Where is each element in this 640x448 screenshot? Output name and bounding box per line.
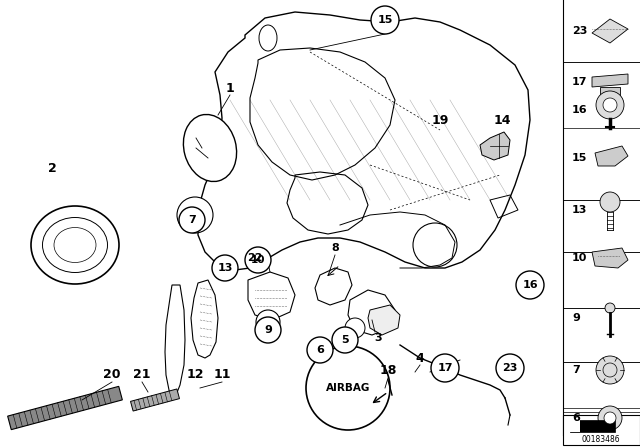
Text: 16: 16 xyxy=(572,105,588,115)
Circle shape xyxy=(516,271,544,299)
Circle shape xyxy=(255,317,281,343)
Circle shape xyxy=(245,247,271,273)
Text: 5: 5 xyxy=(341,335,349,345)
Circle shape xyxy=(603,98,617,112)
Circle shape xyxy=(179,207,205,233)
Text: 7: 7 xyxy=(188,215,196,225)
Text: 8: 8 xyxy=(331,243,339,253)
Text: 2: 2 xyxy=(47,161,56,175)
Circle shape xyxy=(605,303,615,313)
Text: 15: 15 xyxy=(378,15,393,25)
Circle shape xyxy=(431,354,459,382)
Circle shape xyxy=(177,197,213,233)
Text: 20: 20 xyxy=(103,369,121,382)
Polygon shape xyxy=(368,305,400,335)
Circle shape xyxy=(212,255,238,281)
Text: 21: 21 xyxy=(133,369,151,382)
Text: 3: 3 xyxy=(374,333,382,343)
Circle shape xyxy=(496,354,524,382)
Circle shape xyxy=(371,6,399,34)
Bar xyxy=(563,415,640,445)
Text: 19: 19 xyxy=(431,113,449,126)
Polygon shape xyxy=(600,87,620,96)
Text: 9: 9 xyxy=(264,325,272,335)
Text: 15: 15 xyxy=(572,153,588,163)
Text: 10: 10 xyxy=(251,255,265,265)
Text: 6: 6 xyxy=(316,345,324,355)
Polygon shape xyxy=(8,386,122,430)
Text: 1: 1 xyxy=(226,82,234,95)
Text: 17: 17 xyxy=(437,363,452,373)
Text: 22: 22 xyxy=(247,253,263,263)
Text: 23: 23 xyxy=(502,363,518,373)
Text: 4: 4 xyxy=(415,352,424,365)
Circle shape xyxy=(307,337,333,363)
Polygon shape xyxy=(592,74,628,87)
Circle shape xyxy=(345,318,365,338)
Circle shape xyxy=(596,356,624,384)
Text: 9: 9 xyxy=(572,313,580,323)
Bar xyxy=(570,420,615,432)
Bar xyxy=(570,420,580,432)
Polygon shape xyxy=(592,19,628,43)
Text: 23: 23 xyxy=(572,26,588,36)
Polygon shape xyxy=(595,146,628,166)
Text: 13: 13 xyxy=(218,263,233,273)
Polygon shape xyxy=(131,389,179,411)
Text: 7: 7 xyxy=(572,365,580,375)
Text: 11: 11 xyxy=(213,369,231,382)
Polygon shape xyxy=(315,268,352,305)
Circle shape xyxy=(306,346,390,430)
Circle shape xyxy=(596,91,624,119)
Polygon shape xyxy=(248,272,295,320)
Ellipse shape xyxy=(184,115,237,181)
Circle shape xyxy=(332,327,358,353)
Text: 14: 14 xyxy=(493,113,511,126)
Polygon shape xyxy=(592,248,628,268)
Circle shape xyxy=(256,310,280,334)
Text: 6: 6 xyxy=(572,413,580,423)
Text: AIRBAG: AIRBAG xyxy=(326,383,370,393)
Polygon shape xyxy=(165,285,185,395)
Polygon shape xyxy=(348,290,395,335)
Text: 10: 10 xyxy=(572,253,588,263)
Text: 12: 12 xyxy=(186,369,204,382)
Circle shape xyxy=(604,412,616,424)
Text: 13: 13 xyxy=(572,205,588,215)
Text: 18: 18 xyxy=(380,363,397,376)
Circle shape xyxy=(600,192,620,212)
Polygon shape xyxy=(480,132,510,160)
Circle shape xyxy=(598,406,622,430)
Text: 00183486: 00183486 xyxy=(582,435,620,444)
Polygon shape xyxy=(191,280,218,358)
Text: 16: 16 xyxy=(522,280,538,290)
Text: 17: 17 xyxy=(572,77,588,87)
